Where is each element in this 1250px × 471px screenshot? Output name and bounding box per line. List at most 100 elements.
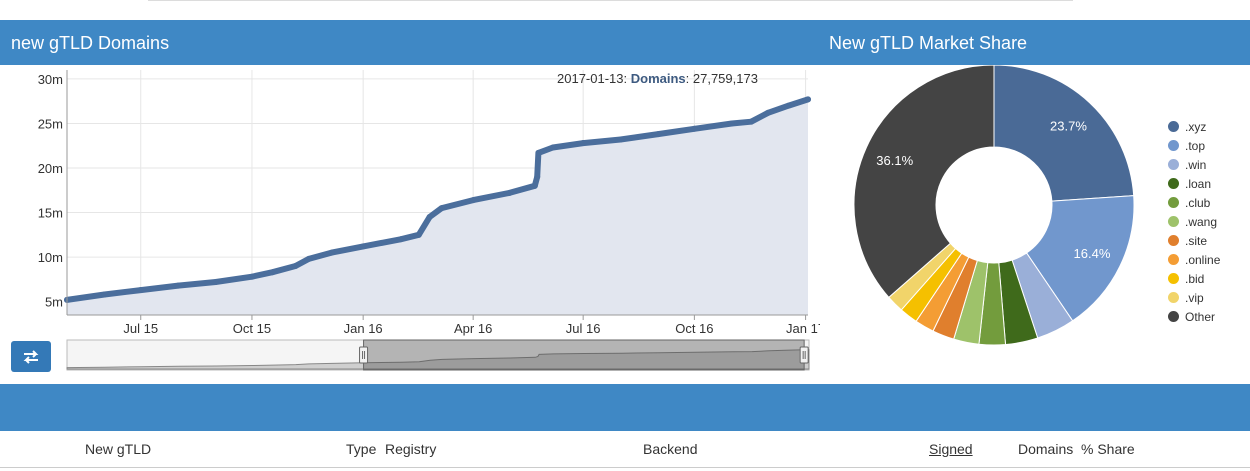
readout-date: 2017-01-13: [557, 71, 624, 86]
domains-point: [805, 96, 811, 103]
domains-point: [531, 182, 538, 189]
legend-item[interactable]: .xyz: [1168, 117, 1220, 136]
legend-swatch: [1168, 197, 1179, 208]
domains-area-chart[interactable]: Jul 15 Oct 15 Jan 16 Apr 16 Jul 16 Oct 16 Jan …: [0, 65, 820, 384]
domains-point: [175, 282, 182, 289]
domains-point: [728, 120, 735, 127]
donut-slice-Other: [853, 65, 995, 299]
readout-label: Domains: [630, 71, 686, 86]
market-share-title: New gTLD Market Share: [829, 33, 1028, 53]
donut-slice-xyz: [993, 65, 1135, 202]
top-divider: [148, 0, 1073, 1]
domains-point: [438, 205, 445, 212]
domains-point: [248, 273, 255, 280]
domains-point: [617, 136, 624, 143]
legend-item[interactable]: .wang: [1168, 212, 1220, 231]
y-tick-label: 25m: [38, 116, 63, 131]
table-header-band: [0, 384, 1250, 431]
hover-readout: 2017-01-13: Domains: 27,759,173: [557, 71, 758, 86]
domains-point: [506, 189, 513, 196]
legend-label: .top: [1185, 138, 1206, 153]
domains-point: [212, 279, 219, 286]
domains-area-fill: [67, 99, 808, 316]
y-tick-label: 20m: [38, 161, 63, 176]
legend-label: .vip: [1185, 290, 1204, 305]
donut-data-label: 23.7%: [1050, 118, 1087, 133]
legend-label: .online: [1185, 252, 1221, 267]
legend-label: .loan: [1185, 176, 1212, 191]
col-type[interactable]: Type: [346, 441, 377, 457]
legend-item[interactable]: Other: [1168, 307, 1220, 326]
legend-label: .wang: [1185, 214, 1218, 229]
domains-chart-title: new gTLD Domains: [11, 33, 170, 53]
legend-swatch: [1168, 254, 1179, 265]
domains-point: [655, 131, 662, 138]
legend-label: Other: [1185, 309, 1216, 324]
col-registry[interactable]: Registry: [385, 441, 437, 457]
domains-point: [534, 173, 541, 180]
domains-point: [691, 125, 698, 132]
legend-swatch: [1168, 178, 1179, 189]
x-tick-label: Jan 16: [344, 321, 383, 336]
col-signed[interactable]: Signed: [929, 441, 973, 457]
legend-item[interactable]: .site: [1168, 231, 1220, 250]
legend-item[interactable]: .loan: [1168, 174, 1220, 193]
domains-point: [292, 263, 299, 269]
domains-point: [426, 214, 433, 220]
legend-item[interactable]: .online: [1168, 250, 1220, 269]
navigator-handle: [359, 346, 369, 364]
gtld-table-header: New gTLD Type Registry Backend Signed Do…: [0, 431, 1250, 468]
swap-arrows-icon: [23, 349, 39, 364]
y-tick-label: 15m: [38, 206, 63, 221]
x-tick-label: Oct 16: [675, 321, 713, 336]
range-navigator[interactable]: [66, 339, 811, 371]
domains-point: [305, 255, 312, 262]
legend-swatch: [1168, 216, 1179, 227]
x-tick-label: Apr 16: [454, 321, 492, 336]
header-band: [0, 20, 1250, 65]
x-tick-label: Jul 15: [123, 321, 158, 336]
donut-slice-top: [1025, 195, 1135, 322]
legend-swatch: [1168, 235, 1179, 246]
domains-line: [64, 96, 811, 303]
market-share-legend: .xyz .top .win .loan .club .wang .site .online.…: [1168, 117, 1220, 326]
x-tick-label: Jan 17: [786, 321, 820, 336]
col-backend[interactable]: Backend: [643, 441, 698, 457]
donut-data-label: 16.4%: [1074, 246, 1111, 261]
col-share[interactable]: % Share: [1081, 441, 1135, 457]
domains-point: [415, 231, 422, 238]
domains-point: [549, 144, 556, 151]
y-tick-label: 5m: [45, 295, 63, 310]
legend-swatch: [1168, 159, 1179, 170]
navigator-series: [66, 349, 810, 370]
navigator-handle: [799, 346, 809, 364]
legend-swatch: [1168, 121, 1179, 132]
x-tick-label: Jul 16: [566, 321, 601, 336]
legend-label: .bid: [1185, 271, 1205, 286]
legend-item[interactable]: .club: [1168, 193, 1220, 212]
domains-point: [470, 197, 477, 204]
domains-point: [360, 243, 367, 250]
legend-item[interactable]: .bid: [1168, 269, 1220, 288]
domains-point: [328, 249, 335, 256]
swap-chart-button[interactable]: [11, 341, 51, 372]
domains-point: [785, 102, 792, 109]
domains-point: [101, 291, 108, 298]
legend-label: .club: [1185, 195, 1211, 210]
x-tick-label: Oct 15: [233, 321, 271, 336]
domains-point: [269, 269, 276, 276]
legend-swatch: [1168, 140, 1179, 151]
donut-data-label: 36.1%: [876, 153, 913, 168]
domains-point: [137, 287, 144, 294]
legend-label: .xyz: [1185, 119, 1207, 134]
legend-label: .site: [1185, 233, 1208, 248]
legend-item[interactable]: .vip: [1168, 288, 1220, 307]
col-domains[interactable]: Domains: [1018, 441, 1074, 457]
navigator-selection: [363, 339, 805, 371]
col-new-gtld[interactable]: New gTLD: [85, 441, 152, 457]
domains-point: [535, 149, 542, 156]
legend-item[interactable]: .top: [1168, 136, 1220, 155]
domains-point: [397, 236, 404, 243]
legend-item[interactable]: .win: [1168, 155, 1220, 174]
market-share-donut[interactable]: 23.7% 16.4% 36.1%: [820, 65, 1250, 384]
